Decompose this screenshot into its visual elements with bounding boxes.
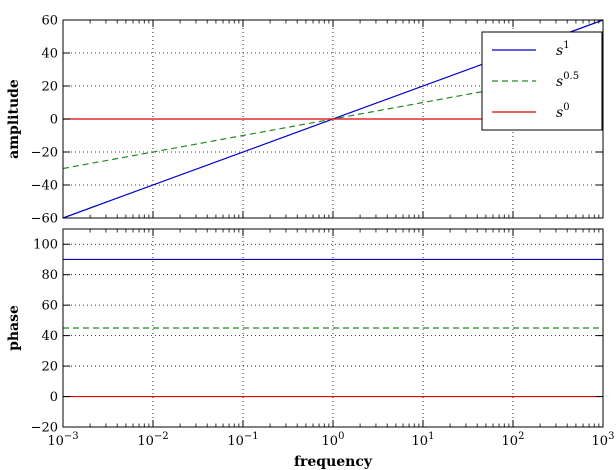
xtick-label: 10−1 [227, 431, 258, 449]
amplitude-ytick-label: −20 [31, 146, 58, 161]
amplitude-ytick-label: 40 [41, 47, 58, 62]
amplitude-ytick-label: −60 [31, 212, 58, 227]
amplitude-ytick-label: −40 [31, 179, 58, 194]
legend-box [481, 31, 603, 131]
xtick-label: 101 [412, 431, 435, 449]
phase-ylabel: phase [6, 305, 22, 351]
amplitude-panel: −60 −40 −20 0 20 40 60 amplitude [6, 14, 604, 227]
phase-series-group [63, 258, 603, 398]
amplitude-ytick-label: 60 [41, 14, 58, 29]
phase-ytick-label: 100 [33, 238, 58, 253]
xtick-label: 102 [502, 431, 525, 449]
frequency-xlabel: frequency [294, 454, 373, 470]
phase-ytick-label: 60 [41, 299, 58, 314]
xtick-label: 10−2 [137, 431, 168, 449]
xtick-label: 10−3 [47, 431, 78, 449]
amplitude-tick-group: −60 −40 −20 0 20 40 60 [31, 14, 604, 227]
legend-label-2: s0 [556, 102, 570, 121]
phase-ytick-label: 0 [50, 390, 58, 405]
xtick-label: 103 [592, 431, 615, 449]
phase-ytick-label: −20 [31, 421, 58, 436]
phase-ytick-label: 40 [41, 329, 58, 344]
phase-grid [63, 229, 603, 427]
amplitude-ylabel: amplitude [6, 79, 22, 159]
legend-label-0: s1 [556, 40, 570, 59]
amplitude-ytick-label: 0 [50, 113, 58, 128]
legend-label-1: s0.5 [556, 71, 579, 90]
phase-tick-group: −20 0 20 40 60 80 100 10−3 10−2 10−1 100 101 102 103 [31, 229, 615, 449]
amplitude-ytick-label: 20 [41, 80, 58, 95]
xtick-label: 100 [322, 431, 345, 449]
phase-ytick-label: 80 [41, 268, 58, 283]
phase-ytick-label: 20 [41, 360, 58, 375]
legend: s1 s0.5 s0 [481, 31, 603, 131]
